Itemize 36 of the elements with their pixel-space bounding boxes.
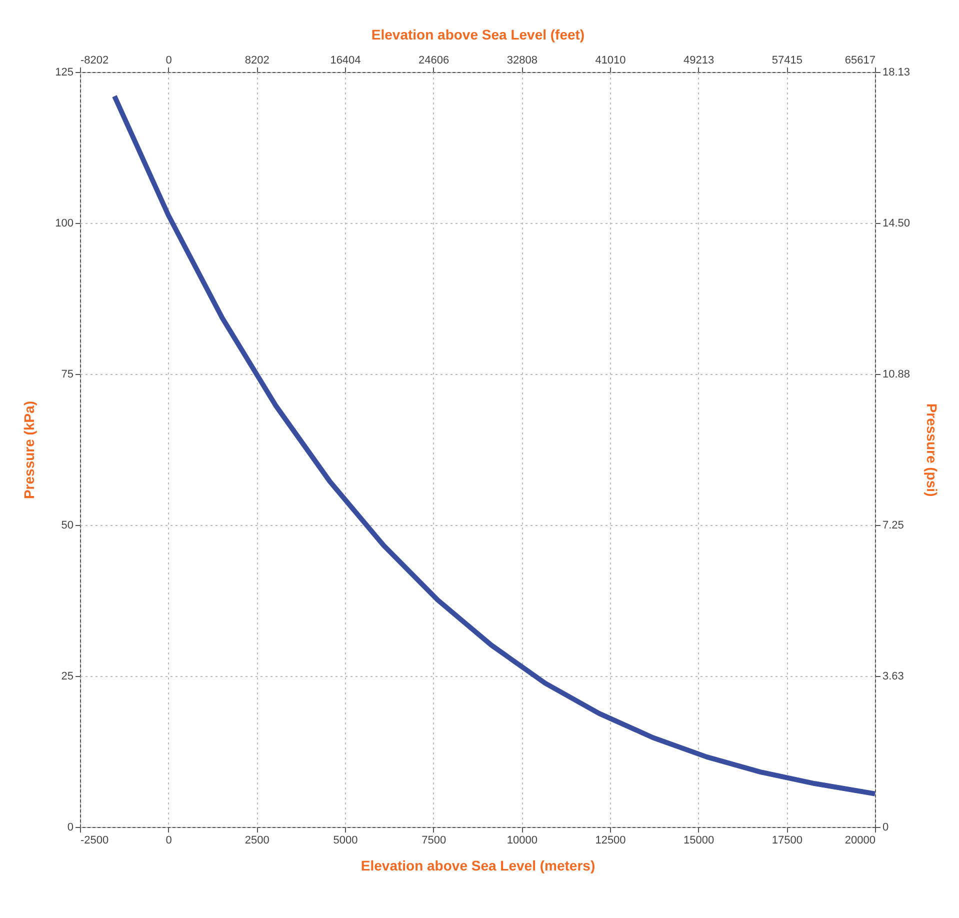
x-tick-label: 2500 <box>244 834 270 846</box>
y2-tick-label: 14.50 <box>882 218 910 230</box>
x-tick-label: 15000 <box>684 834 714 846</box>
y2-axis-title: Pressure (psi) <box>924 403 940 497</box>
x-tick-label: 5000 <box>333 834 358 846</box>
y2-tick-label: 3.63 <box>882 670 904 682</box>
y2-tick-label: 0 <box>882 822 889 834</box>
x2-tick-label: 16404 <box>330 54 361 66</box>
x2-tick-label: 41010 <box>595 54 626 66</box>
y2-tick-label: 7.25 <box>882 520 904 532</box>
x2-tick-label: 0 <box>166 54 172 66</box>
x-tick-label: 20000 <box>844 834 876 846</box>
x2-tick-label: 24606 <box>418 54 450 66</box>
x-tick-label: 17500 <box>772 834 802 846</box>
x2-tick-label: 65617 <box>844 54 876 66</box>
y-tick-label: 0 <box>67 822 74 834</box>
x-tick-label: 10000 <box>506 834 538 846</box>
x2-tick-label: 57415 <box>772 54 802 66</box>
x2-tick-label: 8202 <box>244 54 270 66</box>
y-axis-title: Pressure (kPa) <box>21 400 38 500</box>
x-tick-label: -2500 <box>80 834 109 846</box>
x2-tick-label: 49213 <box>684 54 714 66</box>
y-tick-label: 75 <box>61 368 74 380</box>
y-tick-label: 125 <box>55 66 74 78</box>
x-tick-label: 0 <box>166 834 172 846</box>
y-tick-label: 25 <box>61 670 74 682</box>
x2-tick-label: 32808 <box>506 54 538 66</box>
x-tick-label: 7500 <box>422 834 446 846</box>
x2-tick-label: -8202 <box>80 54 109 66</box>
y2-tick-label: 18.13 <box>882 66 910 78</box>
x2-axis-title: Elevation above Sea Level (feet) <box>371 26 585 42</box>
x-axis-title: Elevation above Sea Level (meters) <box>360 858 596 874</box>
y-tick-label: 100 <box>55 218 74 230</box>
y2-tick-label: 10.88 <box>882 368 910 380</box>
y-tick-label: 50 <box>61 520 74 532</box>
x-tick-label: 12500 <box>595 834 626 846</box>
